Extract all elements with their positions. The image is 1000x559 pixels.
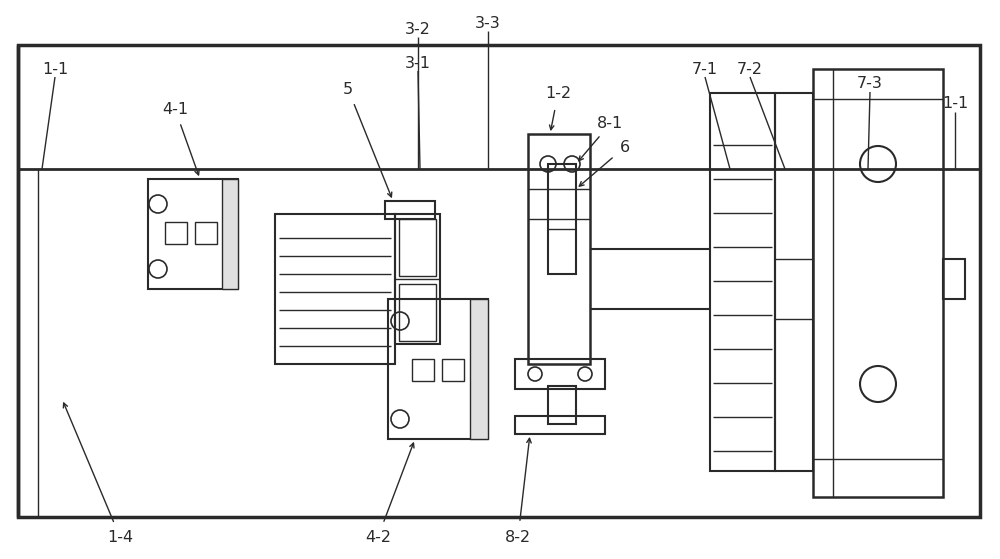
Bar xyxy=(165,222,187,244)
Bar xyxy=(813,69,943,497)
Bar xyxy=(399,219,436,276)
Text: 3-2: 3-2 xyxy=(405,21,431,36)
Text: 7-3: 7-3 xyxy=(857,77,883,92)
Bar xyxy=(195,222,217,244)
Bar xyxy=(388,299,488,439)
Text: 3-1: 3-1 xyxy=(405,56,431,72)
Text: 1-4: 1-4 xyxy=(107,529,133,544)
Bar xyxy=(515,416,605,434)
Text: 4-1: 4-1 xyxy=(162,102,188,116)
Bar xyxy=(222,179,238,289)
Text: 8-2: 8-2 xyxy=(505,529,531,544)
Text: 4-2: 4-2 xyxy=(365,529,391,544)
Bar xyxy=(710,93,775,471)
Text: 1-1: 1-1 xyxy=(42,61,68,77)
Bar xyxy=(412,359,434,381)
Text: 3-3: 3-3 xyxy=(475,17,501,31)
Bar xyxy=(385,201,435,219)
Bar xyxy=(775,93,813,471)
Text: 6: 6 xyxy=(620,140,630,154)
Bar xyxy=(470,299,488,439)
Bar xyxy=(548,164,576,274)
Bar xyxy=(275,214,395,364)
Text: 1-1: 1-1 xyxy=(942,97,968,111)
Bar xyxy=(148,179,238,289)
Text: 5: 5 xyxy=(343,82,353,97)
Text: 7-2: 7-2 xyxy=(737,61,763,77)
Bar xyxy=(528,134,590,364)
Bar xyxy=(18,45,980,517)
Bar xyxy=(395,214,440,344)
Bar xyxy=(943,259,965,299)
Bar xyxy=(399,284,436,341)
Bar xyxy=(548,386,576,424)
Text: 7-1: 7-1 xyxy=(692,61,718,77)
Text: 8-1: 8-1 xyxy=(597,116,623,131)
Bar xyxy=(515,359,605,389)
Bar xyxy=(442,359,464,381)
Text: 1-2: 1-2 xyxy=(545,87,571,102)
